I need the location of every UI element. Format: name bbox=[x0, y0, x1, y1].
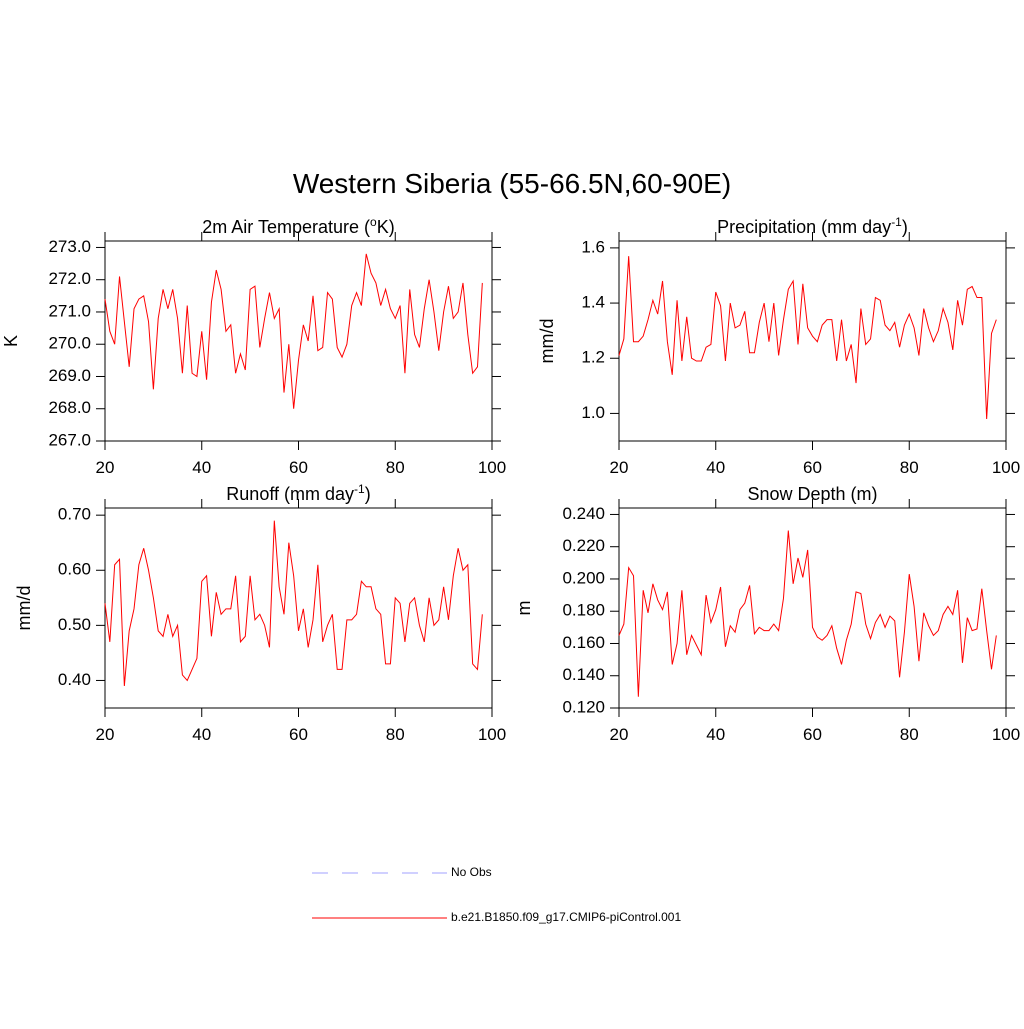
y-tick-label: 1.4 bbox=[581, 293, 605, 312]
title-text: ) bbox=[365, 484, 371, 504]
plot-frame bbox=[104, 240, 493, 442]
x-tick-label: 60 bbox=[289, 725, 308, 744]
y-tick-label: 0.220 bbox=[562, 536, 605, 555]
panel: 2m Air Temperature (oK) K 267.0 268.0 269.0 2… bbox=[1, 215, 506, 477]
legend-label: No Obs bbox=[451, 865, 492, 879]
data-line bbox=[618, 256, 997, 419]
x-tick-label: 40 bbox=[192, 725, 211, 744]
panel: Precipitation (mm day-1) mm/d 1.0 1.2 1.4 1.6… bbox=[537, 215, 1020, 477]
title-text: 2m Air Temperature ( bbox=[202, 217, 370, 237]
y-tick-label: 0.140 bbox=[562, 665, 605, 684]
x-tick-label: 100 bbox=[478, 725, 506, 744]
y-tick-label: 0.40 bbox=[58, 670, 91, 689]
x-tick-label: 40 bbox=[706, 458, 725, 477]
plot-frame bbox=[618, 507, 1007, 709]
title-text: Runoff (mm day bbox=[226, 484, 354, 504]
y-axis-label: mm/d bbox=[14, 586, 34, 631]
panel-title: Runoff (mm day-1) bbox=[226, 482, 370, 504]
x-tick-label: 60 bbox=[803, 458, 822, 477]
panel: Runoff (mm day-1) mm/d 0.40 0.50 0.60 0.70 20 4… bbox=[14, 482, 506, 744]
figure-title: Western Siberia (55-66.5N,60-90E) bbox=[293, 168, 731, 199]
x-tick-label: 60 bbox=[803, 725, 822, 744]
x-tick-label: 20 bbox=[96, 725, 115, 744]
plot-frame bbox=[618, 240, 1007, 442]
y-tick-label: 0.180 bbox=[562, 601, 605, 620]
y-tick-label: 269.0 bbox=[48, 366, 91, 385]
x-tick-label: 100 bbox=[992, 458, 1020, 477]
title-text: Precipitation (mm day bbox=[717, 217, 891, 237]
y-axis-label: K bbox=[1, 335, 21, 347]
data-line bbox=[104, 520, 483, 687]
data-line bbox=[104, 253, 483, 409]
y-axis-label: mm/d bbox=[537, 319, 557, 364]
y-tick-label: 0.200 bbox=[562, 568, 605, 587]
title-superscript: o bbox=[370, 215, 377, 229]
x-tick-label: 20 bbox=[610, 725, 629, 744]
title-text: ) bbox=[902, 217, 908, 237]
x-tick-label: 80 bbox=[386, 725, 405, 744]
x-tick-label: 20 bbox=[96, 458, 115, 477]
panel-title: Snow Depth (m) bbox=[747, 484, 877, 504]
x-tick-label: 60 bbox=[289, 458, 308, 477]
panel: Snow Depth (m) m 0.120 0.140 0.160 0.180 0.200… bbox=[514, 484, 1020, 744]
x-tick-label: 100 bbox=[478, 458, 506, 477]
y-tick-label: 0.60 bbox=[58, 560, 91, 579]
title-superscript: -1 bbox=[891, 215, 902, 229]
y-tick-label: 271.0 bbox=[48, 301, 91, 320]
x-tick-label: 100 bbox=[992, 725, 1020, 744]
panel-title: 2m Air Temperature (oK) bbox=[202, 215, 394, 237]
title-text: Snow Depth (m) bbox=[747, 484, 877, 504]
y-tick-label: 268.0 bbox=[48, 398, 91, 417]
y-tick-label: 0.160 bbox=[562, 633, 605, 652]
y-tick-label: 1.0 bbox=[581, 403, 605, 422]
x-tick-label: 80 bbox=[900, 725, 919, 744]
y-tick-label: 0.120 bbox=[562, 697, 605, 716]
y-tick-label: 272.0 bbox=[48, 269, 91, 288]
y-tick-label: 267.0 bbox=[48, 430, 91, 449]
y-tick-label: 0.240 bbox=[562, 504, 605, 523]
y-axis-label: m bbox=[514, 601, 534, 616]
x-tick-label: 80 bbox=[900, 458, 919, 477]
x-tick-label: 40 bbox=[192, 458, 211, 477]
x-tick-label: 80 bbox=[386, 458, 405, 477]
y-tick-label: 0.50 bbox=[58, 615, 91, 634]
panel-title: Precipitation (mm day-1) bbox=[717, 215, 908, 237]
y-tick-label: 1.2 bbox=[581, 348, 605, 367]
data-line bbox=[618, 530, 997, 697]
legend-label: b.e21.B1850.f09_g17.CMIP6-piControl.001 bbox=[451, 910, 681, 924]
y-tick-label: 1.6 bbox=[581, 237, 605, 256]
x-tick-label: 40 bbox=[706, 725, 725, 744]
y-tick-label: 270.0 bbox=[48, 334, 91, 353]
title-text: K) bbox=[377, 217, 395, 237]
y-tick-label: 273.0 bbox=[48, 237, 91, 256]
y-tick-label: 0.70 bbox=[58, 505, 91, 524]
x-tick-label: 20 bbox=[610, 458, 629, 477]
title-superscript: -1 bbox=[354, 482, 365, 496]
plot-frame bbox=[104, 507, 493, 709]
